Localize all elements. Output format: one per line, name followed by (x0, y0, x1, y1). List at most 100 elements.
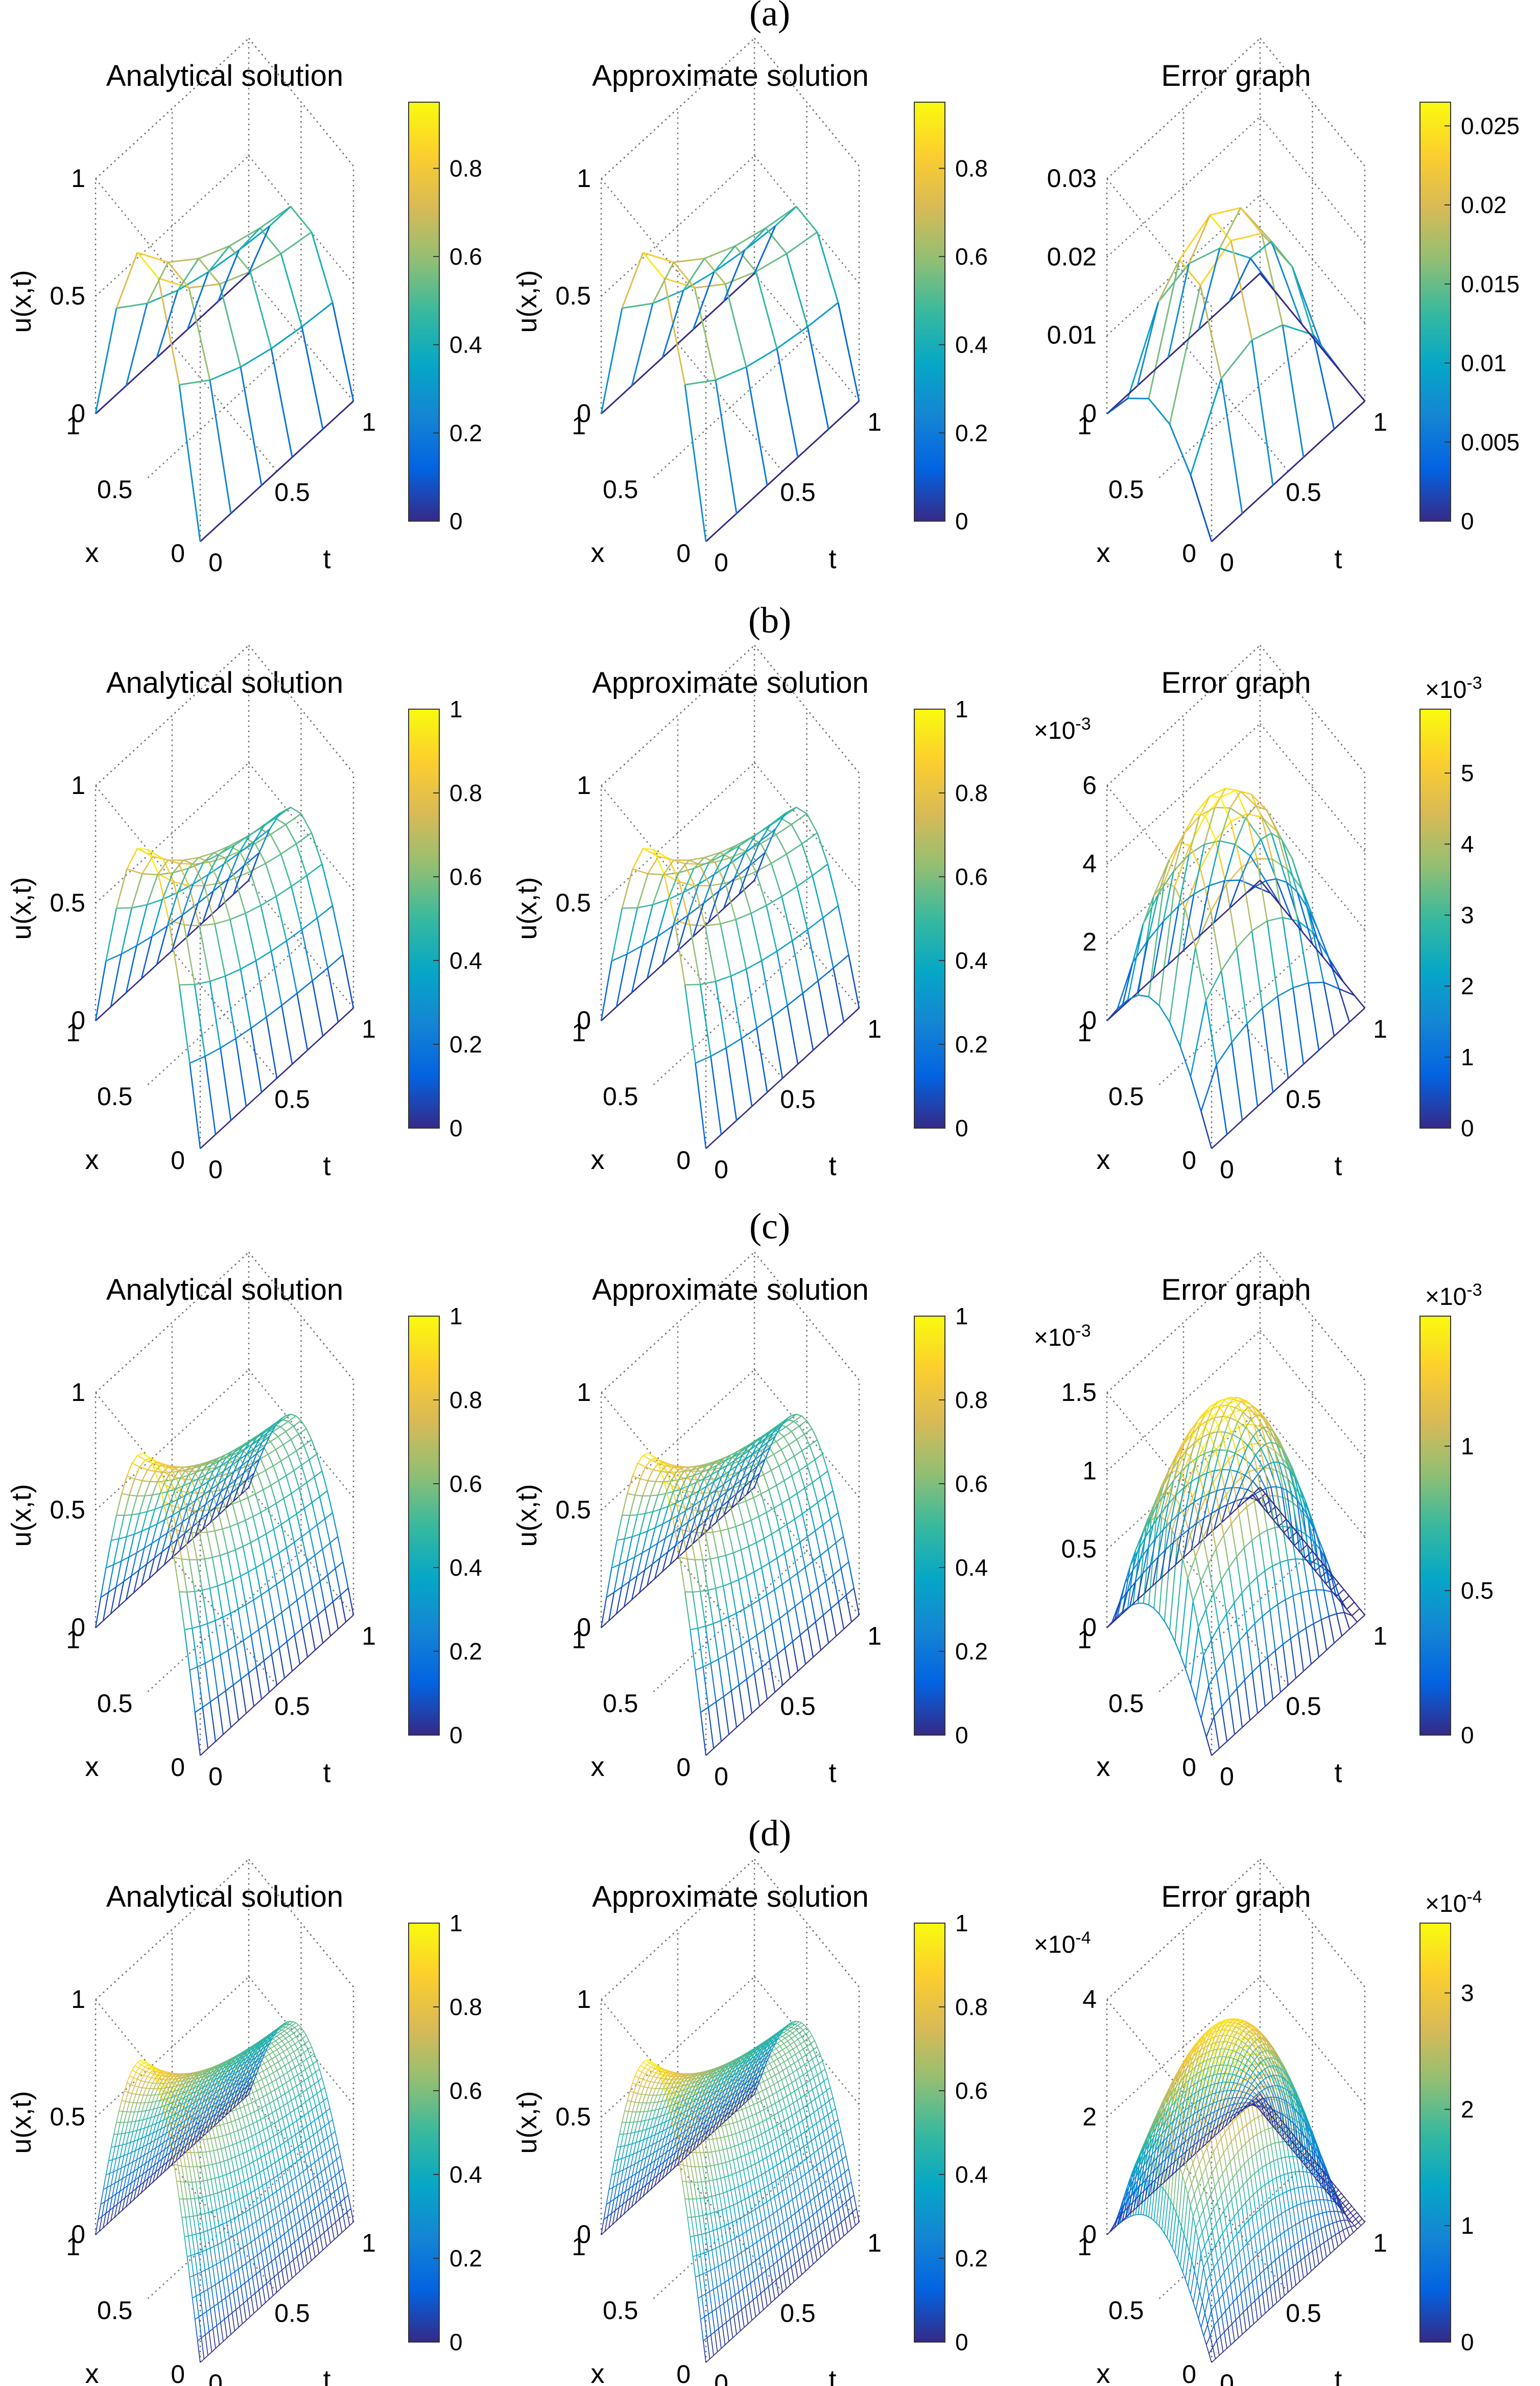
row-label: (c) (749, 1206, 790, 1247)
mesh-segment (248, 225, 271, 274)
mesh-segment (801, 1415, 808, 1421)
mesh-segment (234, 2327, 239, 2331)
mesh-segment (203, 885, 216, 924)
mesh-segment (245, 1520, 251, 1543)
mesh-segment (721, 1120, 737, 1135)
mesh-segment (156, 329, 188, 359)
mesh-segment (309, 2063, 314, 2067)
mesh-segment (271, 326, 302, 349)
mesh-segment (306, 2086, 311, 2090)
x-tick-label: 1 (572, 411, 586, 440)
grid-line (172, 1557, 277, 1686)
mesh-segment (211, 2284, 216, 2288)
mesh-segment (707, 1707, 715, 1749)
mesh-segment (131, 873, 143, 908)
mesh-segment (317, 1615, 324, 1644)
mesh-segment (321, 1471, 328, 1491)
mesh-segment (207, 854, 220, 875)
mesh-segment (786, 1524, 793, 1548)
mesh-segment (222, 1617, 229, 1651)
mesh-segment (303, 2077, 309, 2081)
z-tick-label: 2 (1082, 928, 1097, 956)
mesh-segment (804, 1561, 813, 1568)
mesh-segment (286, 2054, 290, 2057)
mesh-segment (279, 2074, 284, 2078)
mesh-segment (226, 2334, 231, 2338)
mesh-segment (1220, 378, 1243, 514)
mesh-segment (254, 1441, 263, 1449)
mesh-segment (648, 1453, 654, 1457)
mesh-segment (167, 892, 179, 926)
mesh-segment (338, 2232, 343, 2237)
mesh-segment (164, 1503, 171, 1520)
mesh-segment (1265, 880, 1282, 906)
mesh-segment (776, 951, 788, 1006)
mesh-segment (689, 857, 705, 861)
mesh-segment (639, 1513, 646, 1535)
mesh-segment (1148, 1604, 1154, 1609)
mesh-segment (131, 1455, 138, 1464)
mesh-segment (1264, 1565, 1273, 1572)
mesh-segment (812, 1476, 821, 1483)
mesh-segment (797, 1664, 806, 1672)
mesh-segment (255, 1562, 264, 1569)
mesh-segment (703, 891, 720, 904)
mesh-segment (203, 2230, 208, 2233)
surface-mesh (94, 205, 354, 543)
mesh-segment (683, 883, 699, 893)
mesh-segment (629, 1557, 635, 1582)
mesh-segment (1238, 1514, 1245, 1548)
mesh-segment (241, 1487, 249, 1495)
mesh-segment (739, 880, 755, 895)
mesh-segment (786, 1421, 794, 1428)
mesh-segment (1306, 1623, 1314, 1629)
mesh-segment (162, 892, 178, 900)
mesh-segment (293, 1464, 302, 1471)
mesh-segment (322, 1549, 328, 1575)
mesh-segment (169, 1527, 176, 1546)
mesh-segment (806, 813, 818, 833)
mesh-segment (187, 922, 203, 937)
mesh-segment (264, 1436, 270, 1447)
t-tick-label: 1 (867, 1622, 882, 1650)
mesh-segment (240, 960, 256, 970)
mesh-segment (221, 1460, 229, 1466)
mesh-segment (234, 1550, 242, 1576)
mesh-segment (271, 940, 287, 952)
mesh-segment (306, 2056, 311, 2060)
mesh-segment (1227, 1450, 1236, 1454)
mesh-segment (649, 1542, 658, 1549)
mesh-segment (774, 812, 787, 830)
mesh-segment (637, 1513, 646, 1515)
mesh-segment (236, 2182, 241, 2186)
mesh-segment (720, 919, 736, 925)
mesh-segment (723, 1582, 731, 1587)
mesh-segment (260, 2086, 265, 2089)
mesh-segment (256, 1432, 263, 1438)
mesh-segment (1259, 273, 1282, 299)
mesh-segment (732, 1553, 740, 1580)
mesh-segment (216, 1467, 223, 1476)
mesh-segment (683, 1494, 692, 1500)
mesh-segment (138, 1495, 146, 1514)
mesh-segment (149, 1571, 157, 1579)
mesh-segment (220, 2123, 224, 2126)
mesh-segment (646, 936, 658, 979)
mesh-segment (677, 915, 689, 951)
mesh-segment (282, 2199, 287, 2203)
mesh-segment (145, 1458, 151, 1461)
mesh-segment (636, 1570, 645, 1577)
mesh-segment (1354, 1602, 1360, 1609)
z-tick-label: 1 (1082, 1456, 1097, 1485)
mesh-segment (164, 1557, 173, 1565)
mesh-segment (149, 1471, 156, 1482)
mesh-segment (95, 1006, 111, 1021)
mesh-segment (769, 1660, 776, 1693)
mesh-segment (737, 1459, 745, 1466)
mesh-segment (798, 1420, 808, 1427)
mesh-segment (807, 929, 819, 981)
mesh-segment (710, 1557, 718, 1560)
mesh-segment (1288, 1064, 1304, 1079)
mesh-segment (154, 1465, 161, 1472)
mesh-segment (234, 2215, 239, 2219)
